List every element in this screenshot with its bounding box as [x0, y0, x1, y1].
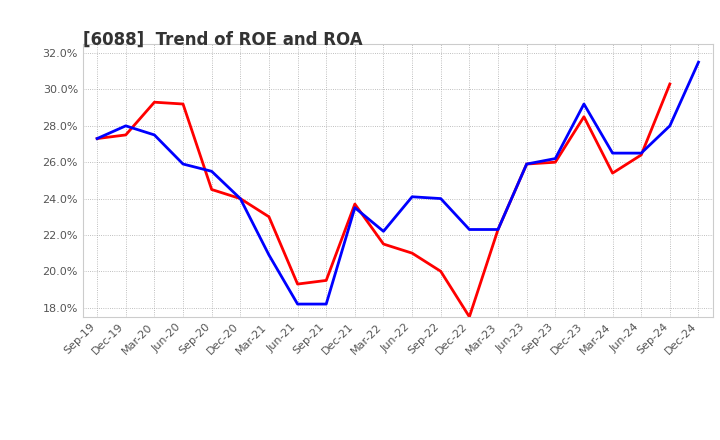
ROA: [351, 205, 359, 210]
ROA: [207, 169, 216, 174]
ROA: [236, 196, 245, 201]
ROA: [379, 229, 388, 234]
ROE: [93, 136, 102, 141]
ROE: [608, 170, 617, 176]
ROE: [580, 114, 588, 119]
ROE: [236, 196, 245, 201]
ROA: [265, 252, 274, 257]
ROA: [179, 161, 187, 167]
ROE: [122, 132, 130, 138]
ROA: [494, 227, 503, 232]
ROA: [637, 150, 646, 156]
ROE: [351, 202, 359, 207]
ROA: [522, 161, 531, 167]
Text: [6088]  Trend of ROE and ROA: [6088] Trend of ROE and ROA: [83, 31, 362, 49]
Line: ROA: ROA: [97, 62, 698, 304]
ROA: [293, 301, 302, 307]
ROE: [207, 187, 216, 192]
ROE: [522, 161, 531, 167]
ROA: [665, 123, 674, 128]
ROE: [379, 242, 388, 247]
ROE: [293, 282, 302, 287]
ROA: [122, 123, 130, 128]
ROA: [436, 196, 445, 201]
ROE: [465, 314, 474, 319]
ROA: [465, 227, 474, 232]
ROA: [322, 301, 330, 307]
ROE: [494, 227, 503, 232]
ROE: [637, 152, 646, 158]
ROE: [551, 160, 559, 165]
Line: ROE: ROE: [97, 84, 670, 317]
ROA: [608, 150, 617, 156]
ROE: [408, 250, 416, 256]
ROE: [265, 214, 274, 220]
ROA: [551, 156, 559, 161]
ROE: [665, 81, 674, 87]
ROA: [694, 59, 703, 65]
ROA: [150, 132, 158, 138]
ROE: [322, 278, 330, 283]
ROE: [179, 101, 187, 106]
ROA: [93, 136, 102, 141]
ROA: [408, 194, 416, 199]
ROE: [150, 99, 158, 105]
ROA: [580, 101, 588, 106]
ROE: [436, 269, 445, 274]
